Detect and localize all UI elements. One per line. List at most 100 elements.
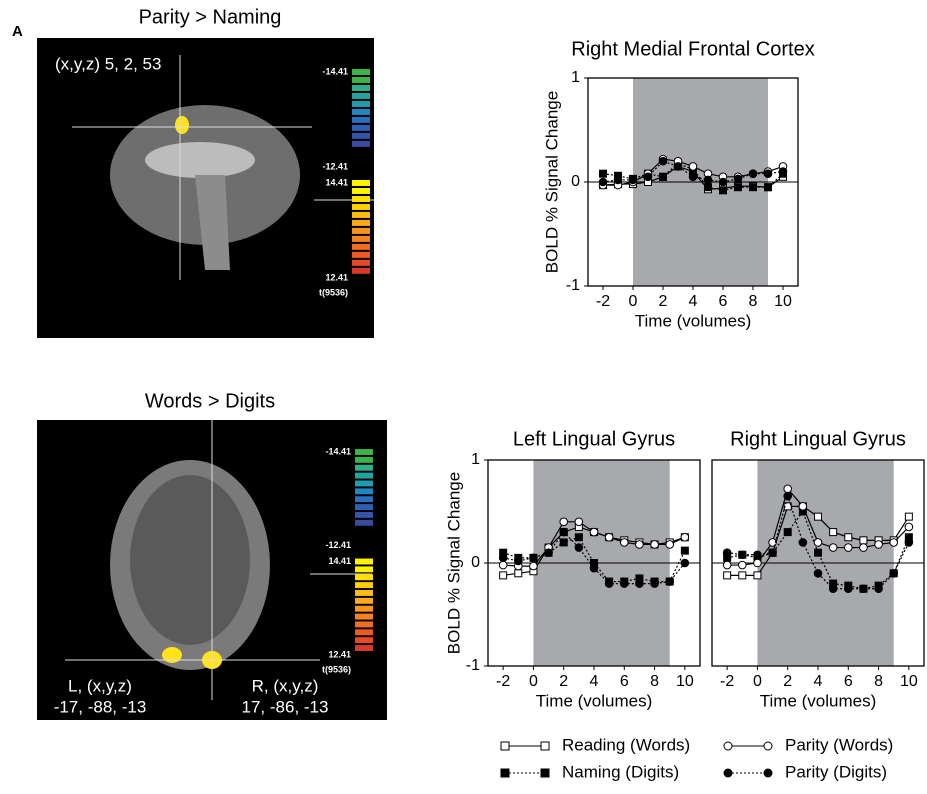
x-tick-label: 2 [559, 673, 568, 690]
marker [644, 173, 652, 181]
marker [560, 518, 568, 526]
scale-label: 12.41 [325, 272, 348, 282]
scale-box [355, 488, 373, 494]
marker [750, 184, 757, 191]
x-tick-label: 10 [900, 673, 918, 690]
scale-box [352, 228, 370, 234]
marker [575, 518, 583, 526]
scale-box [355, 465, 373, 471]
marker [704, 176, 712, 184]
marker [614, 176, 622, 184]
legend-label: Parity (Words) [785, 735, 893, 754]
scale-box [352, 77, 370, 83]
brain-shape [130, 475, 250, 645]
marker [779, 168, 787, 176]
scale-box [355, 614, 373, 620]
marker [844, 585, 852, 593]
figure: A Parity > Naming (x,y,z) 5, 2, 53 Words… [0, 0, 927, 789]
marker [651, 541, 659, 549]
y-tick-label: 1 [571, 69, 580, 86]
legend-label: Reading (Words) [562, 735, 690, 754]
marker [651, 580, 659, 588]
marker [666, 578, 674, 586]
scale-box [352, 117, 370, 123]
scale-box [352, 236, 370, 242]
marker [666, 541, 674, 549]
scale-box [355, 559, 373, 565]
scale-box [352, 133, 370, 139]
marker [720, 187, 727, 194]
x-tick-label: 4 [590, 673, 599, 690]
scale-box [355, 629, 373, 635]
marker [829, 585, 837, 593]
scale-label: -12.41 [322, 161, 348, 171]
marker [681, 559, 689, 567]
legend-label: Naming (Digits) [562, 762, 679, 781]
marker [590, 564, 598, 572]
marker [764, 170, 772, 178]
marker [600, 170, 607, 177]
scale-label: t(9536) [322, 664, 351, 674]
marker [560, 539, 567, 546]
marker [754, 559, 762, 567]
y-tick-label: 0 [571, 173, 580, 190]
scale-box [352, 141, 370, 147]
marker [875, 585, 883, 593]
marker [784, 485, 792, 493]
x-tick-label: 4 [814, 673, 823, 690]
legend-marker [501, 742, 509, 750]
scale-box [355, 645, 373, 651]
scale-box [355, 590, 373, 596]
legend-marker [724, 769, 732, 777]
scale-box [355, 457, 373, 463]
marker [830, 529, 837, 536]
marker [605, 580, 613, 588]
y-tick-label: -1 [566, 277, 580, 294]
scale-box [352, 252, 370, 258]
marker [905, 523, 913, 531]
marker [860, 544, 868, 552]
brain-shape [145, 142, 255, 178]
scale-box [352, 85, 370, 91]
marker [575, 534, 582, 541]
x-axis-label: Time (volumes) [536, 691, 653, 710]
marker [905, 513, 912, 520]
scale-box [355, 473, 373, 479]
y-tick-label: -1 [466, 657, 480, 674]
marker [689, 163, 697, 171]
marker [784, 492, 792, 500]
scale-box [352, 69, 370, 75]
x-tick-label: -2 [596, 293, 610, 310]
coords: 17, -86, -13 [242, 697, 329, 716]
marker [636, 580, 644, 588]
marker [681, 533, 689, 541]
marker [620, 539, 628, 547]
scale-box [352, 125, 370, 131]
x-tick-label: 0 [753, 673, 762, 690]
scale-box [352, 101, 370, 107]
coords: -17, -88, -13 [54, 697, 147, 716]
legend-marker [541, 742, 549, 750]
marker [723, 561, 731, 569]
scale-box [355, 621, 373, 627]
marker [499, 561, 507, 569]
marker [660, 173, 667, 180]
x-tick-label: 2 [659, 293, 668, 310]
marker [674, 163, 682, 171]
scale-box [355, 606, 373, 612]
scale-label: 14.41 [328, 556, 351, 566]
marker [681, 547, 688, 554]
x-tick-label: 6 [620, 673, 629, 690]
legend-marker [724, 742, 732, 750]
x-tick-label: 0 [629, 293, 638, 310]
marker [499, 554, 507, 562]
marker [605, 533, 613, 541]
scale-box [355, 637, 373, 643]
marker [735, 184, 742, 191]
marker [890, 570, 898, 578]
scale-box [352, 260, 370, 266]
x-tick-label: 10 [676, 673, 694, 690]
x-tick-label: 8 [874, 673, 883, 690]
marker [845, 534, 852, 541]
activation [162, 647, 182, 663]
